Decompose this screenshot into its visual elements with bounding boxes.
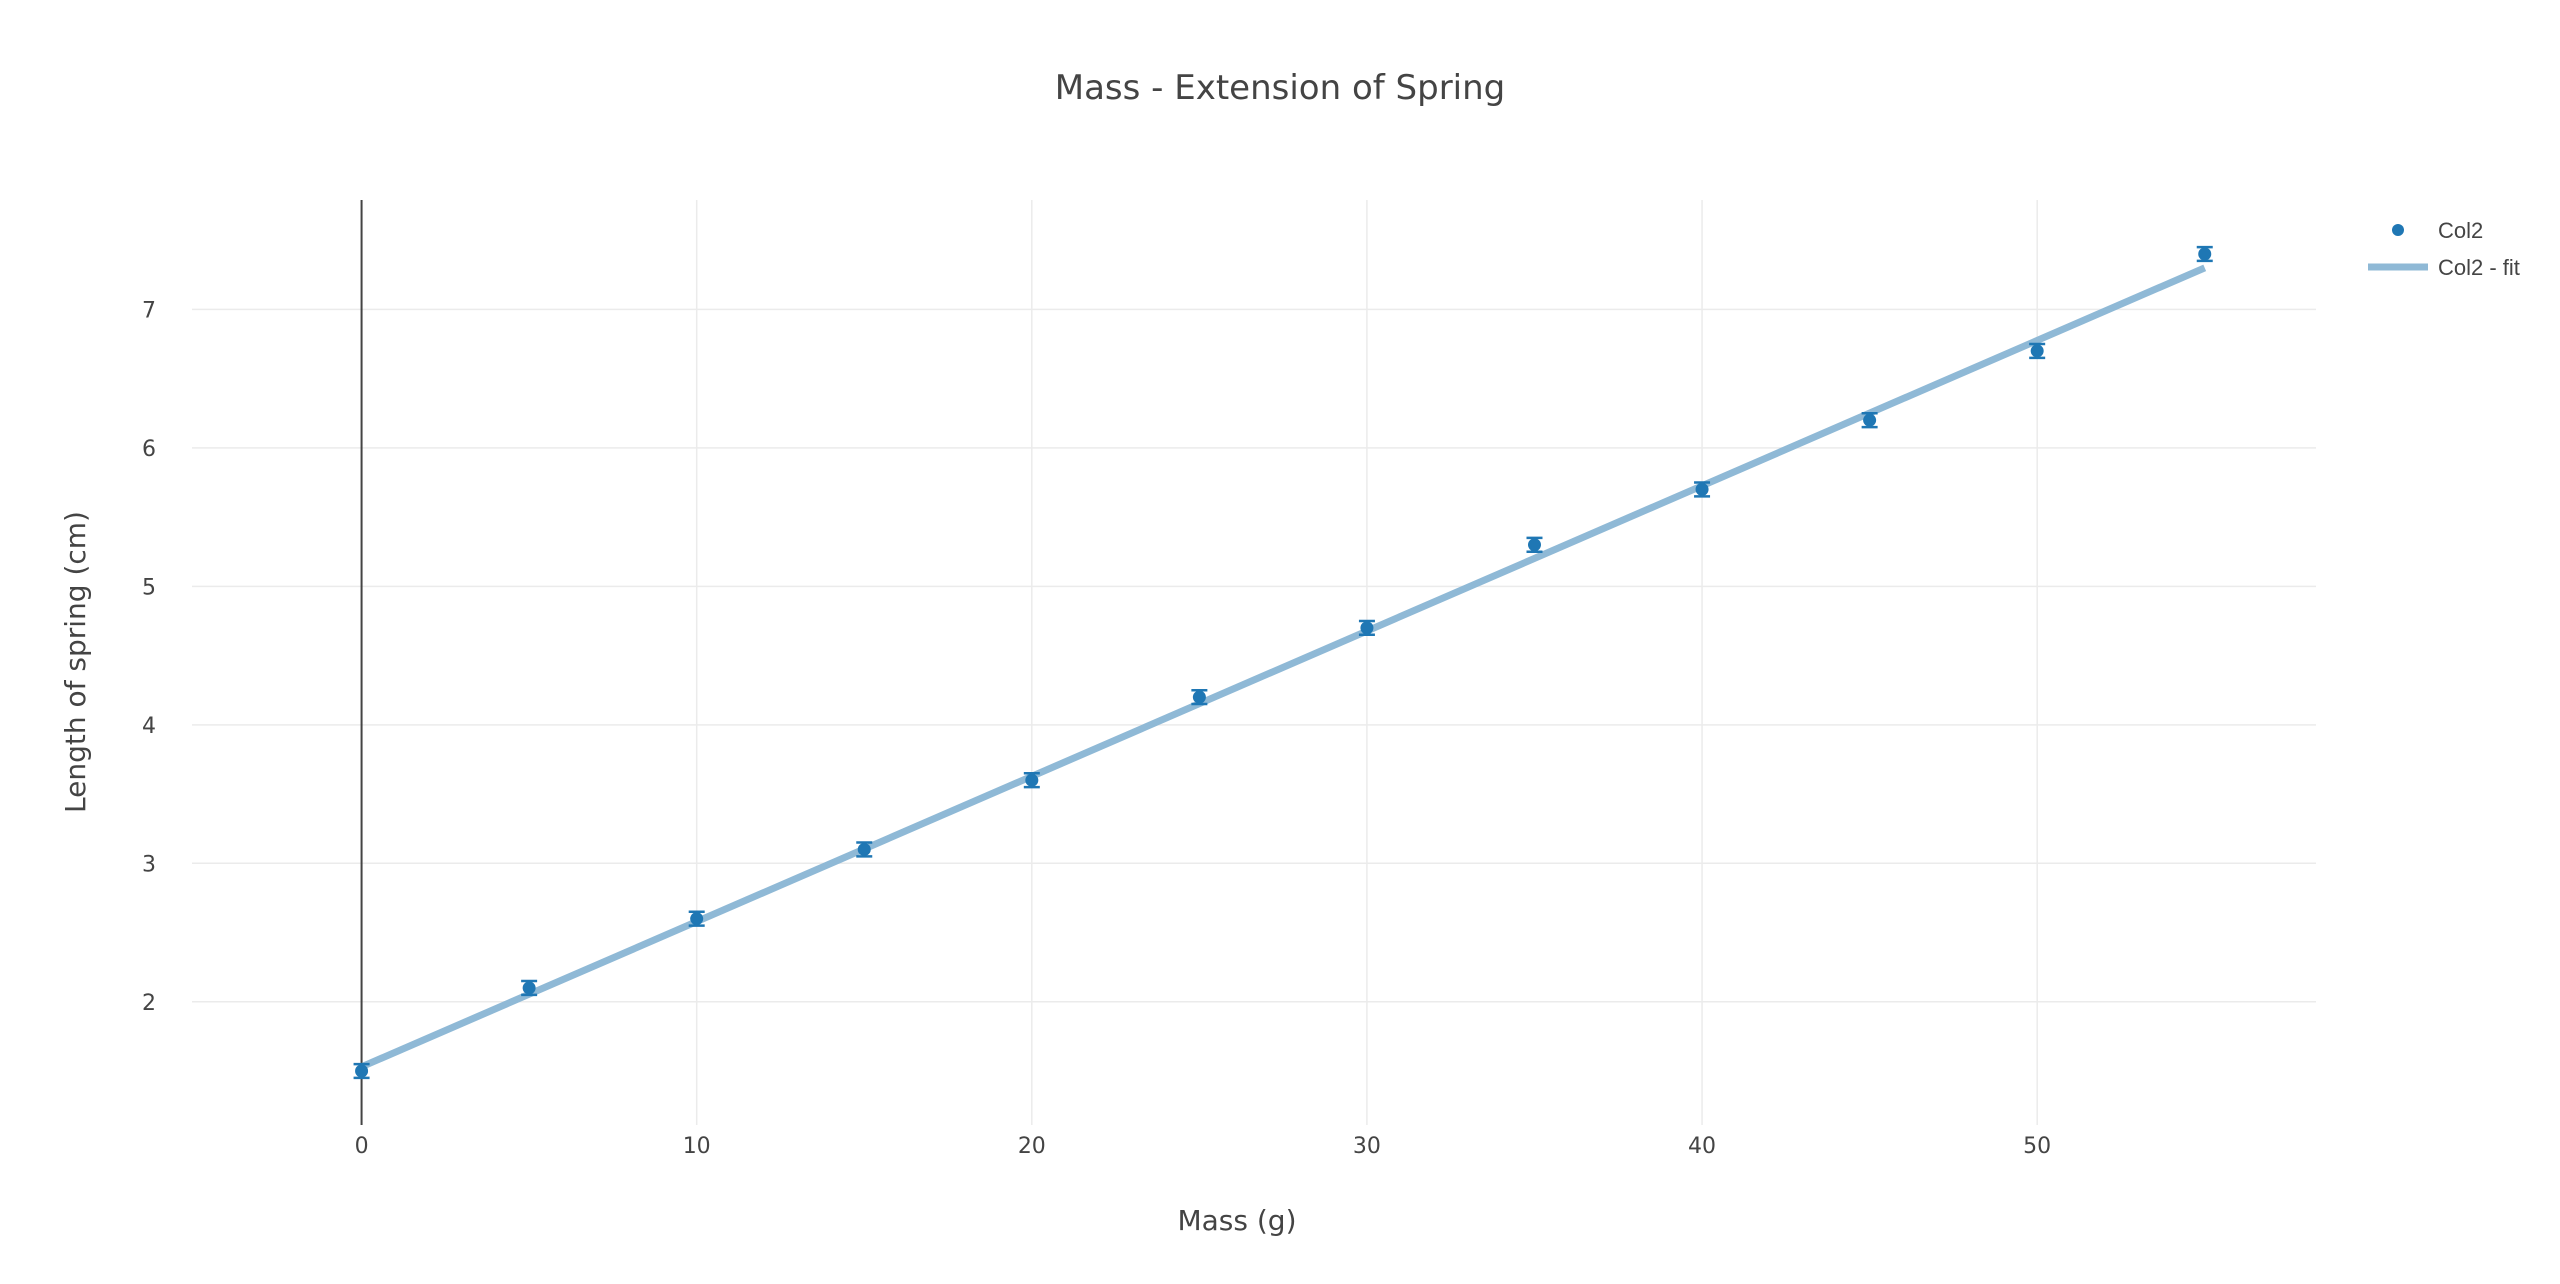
y-tick-label: 2 bbox=[142, 991, 156, 1016]
x-tick-label: 40 bbox=[1688, 1134, 1716, 1159]
data-point[interactable] bbox=[521, 979, 538, 997]
point-marker bbox=[355, 1064, 369, 1078]
x-axis-title: Mass (g) bbox=[1177, 1204, 1296, 1237]
data-point[interactable] bbox=[1861, 411, 1878, 429]
point-marker bbox=[1863, 413, 1877, 427]
point-marker bbox=[1025, 773, 1039, 787]
data-point[interactable] bbox=[1191, 688, 1208, 706]
y-tick-label: 4 bbox=[142, 714, 156, 739]
y-tick-label: 7 bbox=[142, 298, 156, 323]
y-tick-labels: 2 3 4 5 6 7 bbox=[142, 298, 156, 1015]
x-tick-label: 0 bbox=[355, 1134, 369, 1159]
x-tick-labels: 0 10 20 30 40 50 bbox=[355, 1134, 2052, 1159]
point-marker bbox=[857, 842, 871, 856]
data-point[interactable] bbox=[1526, 536, 1543, 553]
data-point[interactable] bbox=[1358, 619, 1375, 637]
legend-item-col2[interactable]: Col2 bbox=[2392, 218, 2483, 243]
data-point[interactable] bbox=[353, 1062, 370, 1080]
point-marker bbox=[2030, 344, 2044, 358]
point-marker bbox=[2198, 247, 2212, 261]
fit-line bbox=[360, 264, 2207, 1071]
x-tick-label: 20 bbox=[1018, 1134, 1046, 1159]
point-marker bbox=[690, 912, 704, 926]
x-tick-label: 10 bbox=[683, 1134, 711, 1159]
legend[interactable]: Col2 Col2 - fit bbox=[2368, 218, 2520, 280]
legend-item-col2-fit[interactable]: Col2 - fit bbox=[2368, 255, 2520, 280]
points-layer bbox=[353, 245, 2213, 1080]
data-point[interactable] bbox=[2196, 245, 2213, 263]
legend-label-col2: Col2 bbox=[2438, 218, 2483, 243]
chart-title: Mass - Extension of Spring bbox=[1055, 68, 1506, 108]
x-tick-label: 50 bbox=[2023, 1134, 2051, 1159]
x-tick-label: 30 bbox=[1353, 1134, 1381, 1159]
point-marker bbox=[1527, 538, 1541, 552]
y-tick-label: 6 bbox=[142, 437, 156, 462]
data-point[interactable] bbox=[688, 910, 705, 927]
legend-label-col2-fit: Col2 - fit bbox=[2438, 255, 2520, 280]
data-point[interactable] bbox=[856, 841, 873, 858]
point-marker bbox=[1360, 621, 1374, 635]
fit-line-layer bbox=[360, 264, 2207, 1071]
y-tick-label: 5 bbox=[142, 575, 156, 600]
point-marker bbox=[1695, 482, 1709, 496]
point-marker bbox=[1192, 690, 1206, 704]
data-point[interactable] bbox=[2029, 342, 2046, 360]
legend-marker-icon bbox=[2392, 224, 2404, 236]
point-marker bbox=[522, 981, 536, 995]
data-point[interactable] bbox=[1694, 481, 1711, 498]
y-tick-label: 3 bbox=[142, 852, 156, 877]
gridlines bbox=[192, 200, 2316, 1125]
y-axis-title: Length of spring (cm) bbox=[59, 511, 92, 813]
data-point[interactable] bbox=[1023, 772, 1040, 789]
